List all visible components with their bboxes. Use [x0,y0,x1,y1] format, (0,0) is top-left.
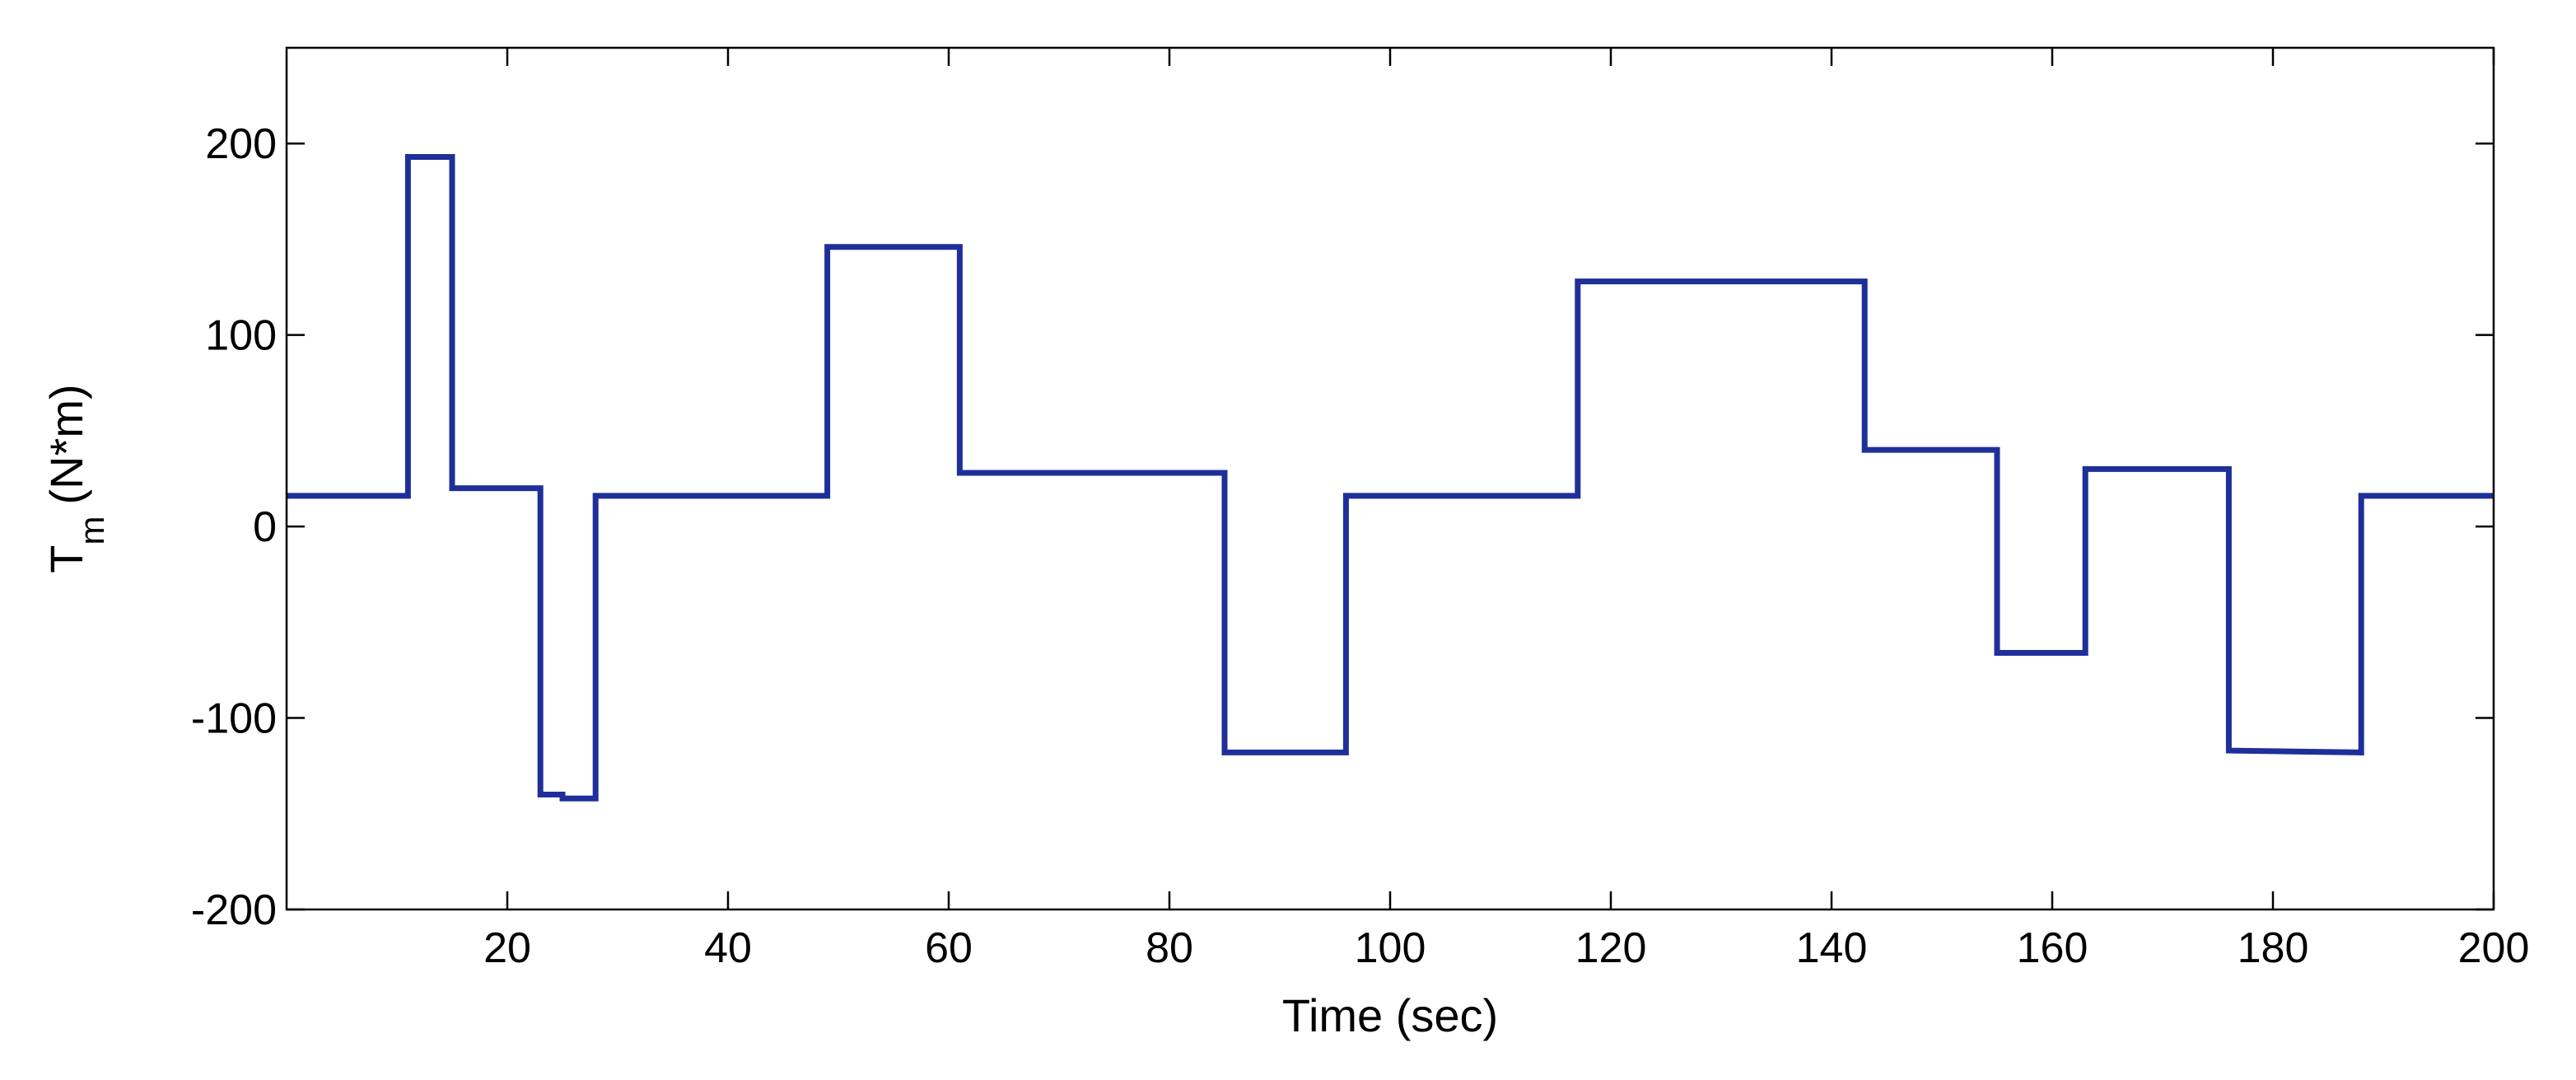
x-tick-label: 140 [1796,924,1868,972]
y-tick-label: 100 [205,312,277,360]
y-axis-label-main: T [40,545,92,573]
x-tick-label: 160 [2017,924,2088,972]
x-tick-label: 80 [1146,924,1193,972]
y-tick-label: -200 [191,886,277,934]
plot-area [287,48,2494,909]
x-tick-label: 20 [483,924,531,972]
tick-marks [287,48,2495,911]
y-tick-label: 200 [205,120,277,168]
y-axis-label-unit: (N*m) [40,384,92,504]
x-tick-label: 120 [1575,924,1647,972]
plot-frame [285,46,2495,911]
y-tick-label: -100 [191,695,277,743]
y-axis-label: Tm (N*m) [40,384,111,573]
x-tick-label: 40 [704,924,752,972]
series-line [287,154,2494,802]
tick-labels: 20 40 60 80 100 120 140 160 180 200 -200 -100 0 100 20… [191,120,2529,972]
y-axis-label-subscript: m [72,516,111,545]
x-tick-label: 200 [2458,924,2530,972]
x-tick-label: 100 [1355,924,1426,972]
x-axis-label: Time (sec) [1282,989,1498,1041]
y-tick-label: 0 [253,503,277,551]
x-tick-label: 60 [925,924,973,972]
x-tick-label: 180 [2238,924,2309,972]
